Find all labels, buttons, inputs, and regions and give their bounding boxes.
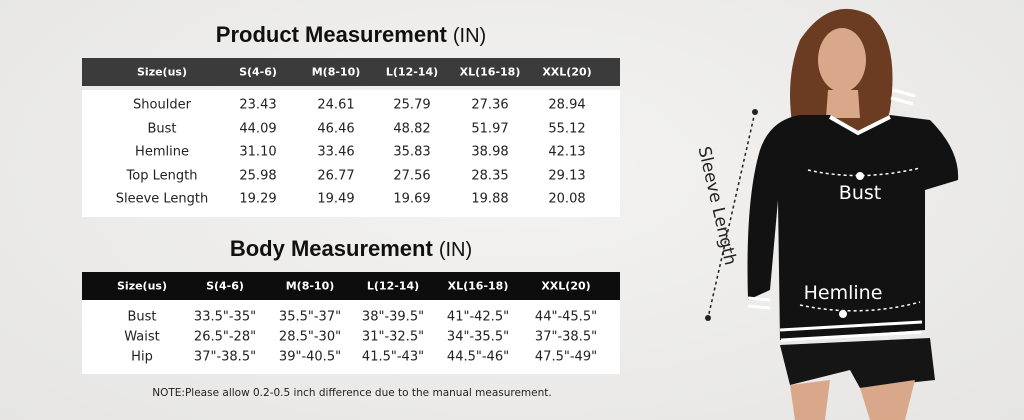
- value-cell: 35.83: [393, 144, 431, 160]
- title-text: Product Measurement: [215, 22, 447, 47]
- value-cell: 31"-32.5": [361, 329, 425, 345]
- hemline-line: [799, 301, 921, 312]
- table-header: Size(us) S(4-6) M(8-10) L(12-14) XL(16-18) XX…: [82, 58, 620, 86]
- value-cell: 37"-38.5": [193, 349, 257, 365]
- value-cell: 26.77: [317, 168, 355, 183]
- hem-stripe: [779, 320, 923, 342]
- header-cell: M(8-10): [285, 279, 335, 293]
- header-cell: XL(16-18): [447, 279, 509, 293]
- hemline-label: Hemline: [804, 282, 883, 304]
- value-cell: 33.5"-35": [193, 309, 257, 325]
- hemline-dot: [839, 310, 847, 318]
- value-cell: 42.13: [548, 144, 586, 160]
- row-label: Top Length: [126, 168, 198, 183]
- table-body: Bust 33.5"-35" 35.5"-37" 38"-39.5" 41"-42.5"…: [82, 300, 620, 374]
- value-cell: 51.97: [471, 121, 509, 136]
- value-cell: 33.46: [317, 144, 355, 160]
- value-cell: 44.5"-46": [446, 349, 510, 365]
- value-cell: 41.5"-43": [361, 349, 425, 365]
- value-cell: 47.5"-49": [534, 349, 598, 365]
- value-cell: 23.43: [239, 97, 277, 113]
- legs: [790, 380, 915, 420]
- value-cell: 24.61: [317, 97, 355, 113]
- value-cell: 38.98: [471, 144, 509, 160]
- value-cell: 28.94: [548, 97, 586, 113]
- row-label: Sleeve Length: [115, 191, 209, 207]
- bust-dot: [856, 172, 864, 180]
- value-cell: 35.5"-37": [278, 309, 342, 325]
- value-cell: 39"-40.5": [278, 349, 342, 365]
- value-cell: 29.13: [548, 168, 586, 183]
- header-cell: S(4-6): [239, 65, 277, 79]
- face: [818, 28, 866, 92]
- value-cell: 31.10: [239, 144, 277, 160]
- value-cell: 27.56: [393, 168, 431, 183]
- body-title: Body Measurement (IN): [82, 236, 620, 262]
- header-cell: Size(us): [117, 279, 167, 293]
- row-label: Bust: [147, 121, 177, 136]
- value-cell: 19.69: [393, 191, 431, 207]
- row-label: Bust: [127, 309, 157, 325]
- value-cell: 19.49: [317, 191, 355, 207]
- sleeve-dot: [752, 109, 758, 115]
- value-cell: 48.82: [393, 121, 431, 136]
- value-cell: 37"-38.5": [534, 329, 598, 345]
- header-cell: S(4-6): [206, 279, 244, 293]
- value-cell: 20.08: [548, 191, 586, 207]
- value-cell: 46.46: [317, 121, 355, 136]
- value-cell: 19.29: [239, 191, 277, 207]
- value-cell: 28.35: [471, 168, 509, 183]
- value-cell: 44"-45.5": [534, 309, 598, 325]
- header-cell: XXL(20): [542, 65, 592, 79]
- value-cell: 44.09: [239, 121, 277, 136]
- product-title: Product Measurement (IN): [82, 22, 620, 48]
- value-cell: 55.12: [548, 121, 586, 136]
- bust-label: Bust: [839, 182, 881, 204]
- value-cell: 25.79: [393, 97, 431, 113]
- value-cell: 38"-39.5": [361, 309, 425, 325]
- sweater: [747, 115, 959, 340]
- cuff-stripe: [747, 88, 916, 310]
- header-cell: L(12-14): [385, 65, 439, 79]
- value-cell: 28.5"-30": [278, 329, 342, 345]
- row-label: Waist: [124, 329, 160, 345]
- header-cell: M(8-10): [311, 65, 361, 79]
- collar-stripe: [829, 115, 891, 136]
- value-cell: 19.88: [471, 191, 509, 207]
- row-label: Hemline: [135, 144, 189, 160]
- row-label: Shoulder: [133, 97, 191, 113]
- header-cell: L(12-14): [366, 279, 420, 293]
- unit-text: (IN): [452, 25, 487, 47]
- header-cell: XXL(20): [541, 279, 591, 293]
- row-label: Hip: [131, 349, 153, 365]
- value-cell: 27.36: [471, 97, 509, 113]
- value-cell: 25.98: [239, 168, 277, 183]
- header-cell: XL(16-18): [459, 65, 521, 79]
- title-text: Body Measurement: [229, 236, 433, 261]
- table-header: Size(us) S(4-6) M(8-10) L(12-14) XL(16-18) XX…: [82, 272, 620, 300]
- sleeve-line: [707, 111, 756, 319]
- note: NOTE:Please allow 0.2-0.5 inch differenc…: [152, 387, 552, 399]
- table-body: Shoulder 23.43 24.61 25.79 27.36 28.94 Bust 44.…: [82, 90, 620, 217]
- value-cell: 41"-42.5": [446, 309, 510, 325]
- sleeve-dot: [705, 315, 711, 321]
- value-cell: 26.5"-28": [193, 329, 257, 345]
- header-cell: Size(us): [137, 65, 187, 79]
- value-cell: 34"-35.5": [446, 329, 510, 345]
- neck: [826, 90, 860, 118]
- unit-text: (IN): [438, 239, 473, 261]
- shorts: [780, 338, 935, 388]
